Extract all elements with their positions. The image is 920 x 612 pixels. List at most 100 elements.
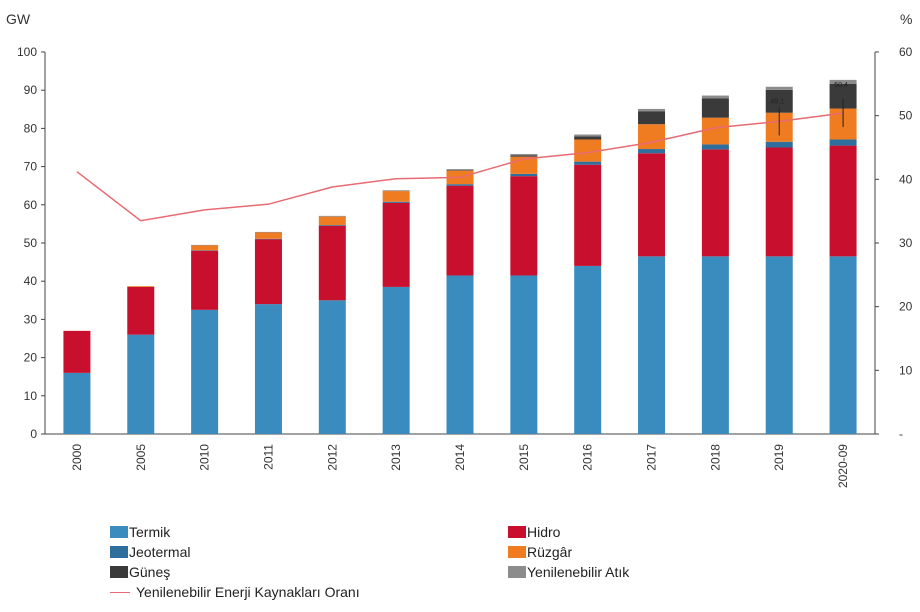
legend: Termik Hidro Jeotermal Rüzgâr Güneş Yeni… (110, 518, 730, 610)
left-tick-label: 20 (24, 351, 38, 365)
left-axis-unit: GW (6, 11, 31, 27)
bar-segment-termik (765, 256, 793, 434)
bar-segment-hidro (701, 149, 729, 257)
right-tick-label: - (899, 427, 903, 441)
bar-segment-termik (63, 372, 91, 434)
bar-segment-g-ne- (446, 170, 474, 171)
bar-segment-yenilenebilir-at-k (701, 95, 729, 99)
x-tick-label: 2020-09 (836, 444, 850, 488)
bar-segment-yenilenebilir-at-k (191, 244, 219, 246)
right-tick-label: 20 (899, 300, 913, 314)
annotation-label: 50.4 (834, 82, 848, 89)
right-tick-label: 30 (899, 236, 913, 250)
right-tick-label: 60 (899, 45, 913, 59)
bar-segment-jeotermal (765, 141, 793, 148)
legend-label-yenilenebilir-atik: Yenilenebilir Atık (527, 564, 630, 580)
left-tick-label: 80 (24, 121, 38, 135)
x-tick-label: 2005 (134, 444, 148, 471)
x-tick-label: 2017 (645, 444, 659, 471)
left-tick-label: 40 (24, 274, 38, 288)
legend-line-swatch (110, 591, 130, 593)
legend-label-hidro: Hidro (527, 524, 561, 540)
bar-segment-termik (446, 275, 474, 434)
bar-segment-jeotermal (701, 144, 729, 150)
bar-segment-yenilenebilir-at-k (318, 215, 346, 217)
legend-item-yenilenebilir-atik: Yenilenebilir Atık (508, 564, 629, 580)
bar-segment-yenilenebilir-at-k (254, 231, 282, 233)
legend-swatch-yenilenebilir-atik (508, 566, 526, 578)
bar-segment-jeotermal (638, 149, 666, 154)
legend-item-jeotermal: Jeotermal (110, 544, 190, 560)
bar-segment-termik (191, 309, 219, 434)
bar-segment-termik (510, 275, 538, 434)
legend-swatch-hidro (508, 526, 526, 538)
x-tick-label: 2011 (261, 444, 275, 470)
bar-segment-yenilenebilir-at-k (382, 190, 410, 192)
bar-segment-yenilenebilir-at-k (765, 86, 793, 90)
bar-segment-termik (638, 256, 666, 434)
bar-segment-g-ne- (574, 136, 602, 140)
bar-segment-g-ne- (510, 155, 538, 157)
x-tick-label: 2000 (70, 444, 84, 471)
bar-segment-jeotermal (829, 139, 857, 146)
ratio-line (76, 112, 844, 222)
bar-segment-r-zg-r (574, 139, 602, 162)
right-tick-label: 50 (899, 109, 913, 123)
right-axis-unit: % (900, 11, 912, 27)
bar-segment-jeotermal (446, 184, 474, 186)
bar-segment-jeotermal (254, 238, 282, 240)
legend-swatch-gunes (110, 566, 128, 578)
bar-segment-g-ne- (638, 111, 666, 125)
left-tick-label: 90 (24, 83, 38, 97)
bar-segment-hidro (638, 153, 666, 257)
legend-swatch-jeotermal (110, 546, 128, 558)
bar-segment-hidro (318, 225, 346, 301)
legend-label-ratio-line: Yenilenebilir Enerji Kaynakları Oranı (136, 584, 360, 600)
bar-segment-jeotermal (574, 161, 602, 165)
x-tick-label: 2019 (772, 444, 786, 471)
x-tick-label: 2014 (453, 444, 467, 471)
x-tick-label: 2016 (581, 444, 595, 471)
bar-segment-yenilenebilir-at-k (829, 79, 857, 84)
left-tick-label: 50 (24, 236, 38, 250)
bar-segment-termik (829, 256, 857, 434)
left-tick-label: 70 (24, 160, 38, 174)
bar-segment-yenilenebilir-at-k (510, 153, 538, 156)
left-tick-label: 0 (30, 427, 37, 441)
bar-segment-hidro (127, 286, 155, 335)
x-tick-label: 2013 (389, 444, 403, 471)
bar-segment-yenilenebilir-at-k (446, 169, 474, 171)
bar-segment-termik (701, 256, 729, 434)
bar-segment-r-zg-r (382, 191, 410, 202)
x-tick-label: 2018 (708, 444, 722, 471)
bar-segment-hidro (63, 330, 91, 373)
legend-swatch-termik (110, 526, 128, 538)
legend-item-ratio-line: Yenilenebilir Enerji Kaynakları Oranı (110, 584, 360, 600)
bar-segment-r-zg-r (191, 245, 219, 251)
legend-label-termik: Termik (129, 524, 171, 540)
legend-label-ruzgar: Rüzgâr (527, 544, 573, 560)
bar-segment-termik (382, 286, 410, 434)
left-tick-label: 10 (24, 389, 38, 403)
bar-segment-hidro (510, 176, 538, 276)
legend-item-gunes: Güneş (110, 564, 170, 580)
bar-segment-r-zg-r (318, 216, 346, 226)
bar-segment-termik (318, 300, 346, 434)
bar-segment-termik (574, 265, 602, 434)
left-tick-label: 100 (17, 45, 37, 59)
bar-segment-jeotermal (318, 225, 346, 226)
legend-label-gunes: Güneş (129, 564, 171, 580)
bar-segment-hidro (574, 164, 602, 266)
bar-segment-termik (254, 304, 282, 434)
legend-item-hidro: Hidro (508, 524, 560, 540)
bar-segment-hidro (829, 145, 857, 257)
bar-segment-r-zg-r (638, 124, 666, 150)
bar-segment-jeotermal (191, 250, 219, 251)
left-tick-label: 30 (24, 312, 38, 326)
bar-segment-r-zg-r (701, 117, 729, 145)
bar-segment-hidro (446, 185, 474, 276)
x-tick-label: 2010 (198, 444, 212, 471)
bar-segment-g-ne- (701, 98, 729, 118)
bar-segment-g-ne- (765, 89, 793, 113)
